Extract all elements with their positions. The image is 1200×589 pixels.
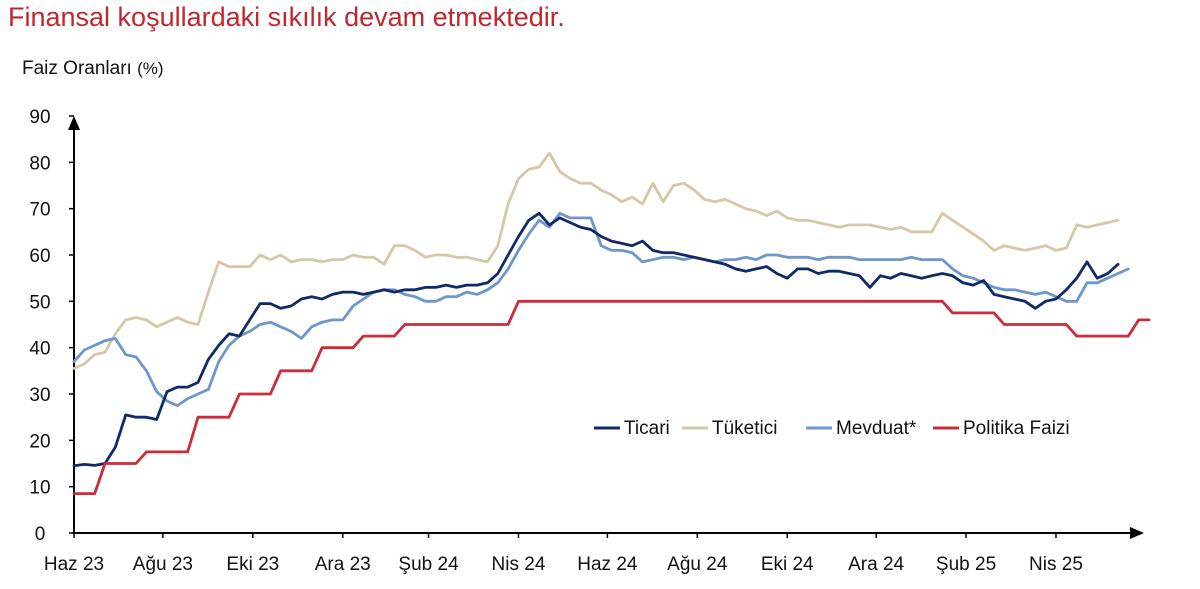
legend-label-1: Ticari <box>624 418 670 439</box>
y-tick-label: 10 <box>29 478 50 499</box>
series-layer <box>72 151 1151 495</box>
chart-title: Finansal koşullardaki sıkılık devam etme… <box>8 2 565 32</box>
x-tick-label: Haz 23 <box>44 554 104 575</box>
legend-label-2: Tüketici <box>712 418 777 439</box>
y-axis-arrow-icon <box>68 116 80 130</box>
x-tick-label: Şub 25 <box>936 554 996 575</box>
y-tick-label: 50 <box>29 292 50 313</box>
y-axis-label: Faiz Oranları (%) <box>22 58 164 80</box>
x-tick-label: Ağu 24 <box>667 554 728 575</box>
y-axis-label-unit: (%) <box>137 59 164 78</box>
legend-label-4: Politika Faizi <box>963 418 1070 439</box>
x-tick-label: Nis 24 <box>492 554 546 575</box>
y-tick-label: 70 <box>29 200 50 221</box>
x-tick-label: Ağu 23 <box>133 554 193 575</box>
y-tick-label: 90 <box>29 107 50 128</box>
y-tick-label: 80 <box>29 153 50 174</box>
x-tick-label: Eki 24 <box>761 554 814 575</box>
x-tick-label: Nis 25 <box>1029 554 1083 575</box>
x-axis-arrow-icon <box>1130 527 1144 539</box>
y-axis-label-main: Faiz Oranları <box>22 58 132 79</box>
legend: Ticari Tüketici Mevduat* Politika Faizi <box>594 418 1070 439</box>
series-line-2 <box>72 151 1120 370</box>
x-tick-label: Şub 24 <box>398 554 459 575</box>
legend-label-3: Mevduat* <box>836 418 917 439</box>
axes: 0 10 20 30 40 50 60 70 80 90 Haz 23 Ağu 23 Eki 23 Ara… <box>29 107 1144 575</box>
y-tick-label: 0 <box>35 524 46 545</box>
y-tick-label: 30 <box>29 385 50 406</box>
x-tick-label: Haz 24 <box>577 554 638 575</box>
series-line-3 <box>72 211 1130 407</box>
y-tick-label: 40 <box>29 339 50 360</box>
series-line-1 <box>72 211 1120 468</box>
x-tick-label: Ara 24 <box>848 554 904 575</box>
x-tick-label: Eki 23 <box>226 554 279 575</box>
y-tick-label: 20 <box>29 431 50 452</box>
y-tick-label: 60 <box>29 246 50 267</box>
x-tick-label: Ara 23 <box>315 554 371 575</box>
series-line-4 <box>72 299 1151 495</box>
